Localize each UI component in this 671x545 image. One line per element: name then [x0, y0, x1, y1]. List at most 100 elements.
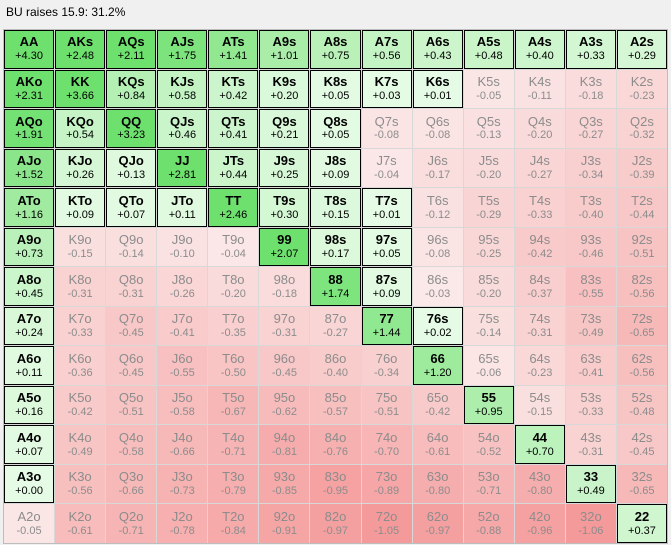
- hand-cell[interactable]: AQs +2.11: [106, 30, 157, 69]
- hand-cell[interactable]: J7s -0.04: [361, 148, 412, 188]
- hand-cell[interactable]: Q4s -0.20: [514, 109, 565, 148]
- hand-cell[interactable]: 98s +0.17: [310, 227, 361, 267]
- hand-cell[interactable]: AKs +2.48: [55, 30, 106, 69]
- hand-cell[interactable]: K9s +0.20: [259, 69, 310, 109]
- hand-cell[interactable]: Q7o -0.45: [106, 306, 157, 346]
- hand-cell[interactable]: AJs +1.75: [157, 30, 208, 69]
- hand-cell[interactable]: 63o -0.80: [412, 464, 463, 504]
- hand-cell[interactable]: QJs +0.46: [157, 109, 208, 148]
- hand-cell[interactable]: TT +2.46: [208, 188, 259, 227]
- hand-cell[interactable]: 55 +0.95: [463, 385, 514, 425]
- hand-cell[interactable]: T8o -0.20: [208, 267, 259, 306]
- hand-cell[interactable]: 54o -0.52: [463, 425, 514, 464]
- hand-cell[interactable]: Q2s -0.32: [616, 109, 667, 148]
- hand-cell[interactable]: 97o -0.31: [259, 306, 310, 346]
- hand-cell[interactable]: Q2o -0.71: [106, 504, 157, 543]
- hand-cell[interactable]: 92o -0.91: [259, 504, 310, 543]
- hand-cell[interactable]: 72o -1.05: [361, 504, 412, 543]
- hand-cell[interactable]: K8o -0.31: [55, 267, 106, 306]
- hand-cell[interactable]: 94o -0.81: [259, 425, 310, 464]
- hand-cell[interactable]: T2o -0.84: [208, 504, 259, 543]
- hand-cell[interactable]: JTo +0.11: [157, 188, 208, 227]
- hand-cell[interactable]: J9o -0.10: [157, 227, 208, 267]
- hand-cell[interactable]: J8s +0.09: [310, 148, 361, 188]
- hand-cell[interactable]: T5s -0.29: [463, 188, 514, 227]
- hand-cell[interactable]: 62s -0.56: [616, 346, 667, 385]
- hand-cell[interactable]: K2s -0.23: [616, 69, 667, 109]
- hand-cell[interactable]: Q7s -0.08: [361, 109, 412, 148]
- hand-cell[interactable]: T7o -0.35: [208, 306, 259, 346]
- hand-cell[interactable]: 32o -1.06: [565, 504, 616, 543]
- hand-cell[interactable]: K7s +0.03: [361, 69, 412, 109]
- hand-cell[interactable]: K3o -0.56: [55, 464, 106, 504]
- hand-cell[interactable]: Q9o -0.14: [106, 227, 157, 267]
- hand-cell[interactable]: 98o -0.18: [259, 267, 310, 306]
- hand-cell[interactable]: 54s -0.15: [514, 385, 565, 425]
- hand-cell[interactable]: T9o -0.04: [208, 227, 259, 267]
- hand-cell[interactable]: T6s -0.12: [412, 188, 463, 227]
- hand-cell[interactable]: T6o -0.50: [208, 346, 259, 385]
- hand-cell[interactable]: ATo +1.16: [4, 188, 55, 227]
- hand-cell[interactable]: ATs +1.41: [208, 30, 259, 69]
- hand-cell[interactable]: K4o -0.49: [55, 425, 106, 464]
- hand-cell[interactable]: 33 +0.49: [565, 464, 616, 504]
- hand-cell[interactable]: 65s -0.06: [463, 346, 514, 385]
- hand-cell[interactable]: A6s +0.43: [412, 30, 463, 69]
- hand-cell[interactable]: QTo +0.07: [106, 188, 157, 227]
- hand-cell[interactable]: A6o +0.11: [4, 346, 55, 385]
- hand-cell[interactable]: J2s -0.39: [616, 148, 667, 188]
- hand-cell[interactable]: 97s +0.05: [361, 227, 412, 267]
- hand-cell[interactable]: T7s +0.01: [361, 188, 412, 227]
- hand-cell[interactable]: 84s -0.37: [514, 267, 565, 306]
- hand-cell[interactable]: A9s +1.01: [259, 30, 310, 69]
- hand-cell[interactable]: 42o -0.96: [514, 504, 565, 543]
- hand-cell[interactable]: 66 +1.20: [412, 346, 463, 385]
- hand-cell[interactable]: Q3s -0.27: [565, 109, 616, 148]
- hand-cell[interactable]: AA +4.30: [4, 30, 55, 69]
- hand-cell[interactable]: 52s -0.48: [616, 385, 667, 425]
- hand-cell[interactable]: J3s -0.34: [565, 148, 616, 188]
- hand-cell[interactable]: J4o -0.66: [157, 425, 208, 464]
- hand-cell[interactable]: K2o -0.61: [55, 504, 106, 543]
- hand-cell[interactable]: A8o +0.45: [4, 267, 55, 306]
- hand-cell[interactable]: 53s -0.33: [565, 385, 616, 425]
- hand-cell[interactable]: QJo +0.13: [106, 148, 157, 188]
- hand-cell[interactable]: J4s -0.27: [514, 148, 565, 188]
- hand-cell[interactable]: J6o -0.55: [157, 346, 208, 385]
- hand-cell[interactable]: AJo +1.52: [4, 148, 55, 188]
- hand-cell[interactable]: 86o -0.40: [310, 346, 361, 385]
- hand-cell[interactable]: 73o -0.89: [361, 464, 412, 504]
- hand-cell[interactable]: T8s +0.15: [310, 188, 361, 227]
- hand-cell[interactable]: 64o -0.61: [412, 425, 463, 464]
- hand-cell[interactable]: 75s -0.14: [463, 306, 514, 346]
- hand-cell[interactable]: 93o -0.85: [259, 464, 310, 504]
- hand-cell[interactable]: J8o -0.26: [157, 267, 208, 306]
- hand-cell[interactable]: Q9s +0.21: [259, 109, 310, 148]
- hand-cell[interactable]: Q8o -0.31: [106, 267, 157, 306]
- hand-cell[interactable]: J2o -0.78: [157, 504, 208, 543]
- hand-cell[interactable]: QQ +3.23: [106, 109, 157, 148]
- hand-cell[interactable]: K6o -0.36: [55, 346, 106, 385]
- hand-cell[interactable]: A3o +0.00: [4, 464, 55, 504]
- hand-cell[interactable]: JJ +2.81: [157, 148, 208, 188]
- hand-cell[interactable]: 83o -0.95: [310, 464, 361, 504]
- hand-cell[interactable]: T4o -0.71: [208, 425, 259, 464]
- hand-cell[interactable]: Q8s +0.05: [310, 109, 361, 148]
- hand-cell[interactable]: KQo +0.54: [55, 109, 106, 148]
- hand-cell[interactable]: 74s -0.31: [514, 306, 565, 346]
- hand-cell[interactable]: AKo +2.31: [4, 69, 55, 109]
- hand-cell[interactable]: 82o -0.97: [310, 504, 361, 543]
- hand-cell[interactable]: 53o -0.71: [463, 464, 514, 504]
- hand-cell[interactable]: T2s -0.44: [616, 188, 667, 227]
- hand-cell[interactable]: 62o -0.97: [412, 504, 463, 543]
- hand-cell[interactable]: QTs +0.41: [208, 109, 259, 148]
- hand-cell[interactable]: J7o -0.41: [157, 306, 208, 346]
- hand-cell[interactable]: 88 +1.74: [310, 267, 361, 306]
- hand-cell[interactable]: A4s +0.40: [514, 30, 565, 69]
- hand-cell[interactable]: 95s -0.25: [463, 227, 514, 267]
- hand-cell[interactable]: 76s +0.02: [412, 306, 463, 346]
- hand-cell[interactable]: 85s -0.20: [463, 267, 514, 306]
- hand-cell[interactable]: 52o -0.88: [463, 504, 514, 543]
- hand-cell[interactable]: J3o -0.73: [157, 464, 208, 504]
- hand-cell[interactable]: Q5s -0.13: [463, 109, 514, 148]
